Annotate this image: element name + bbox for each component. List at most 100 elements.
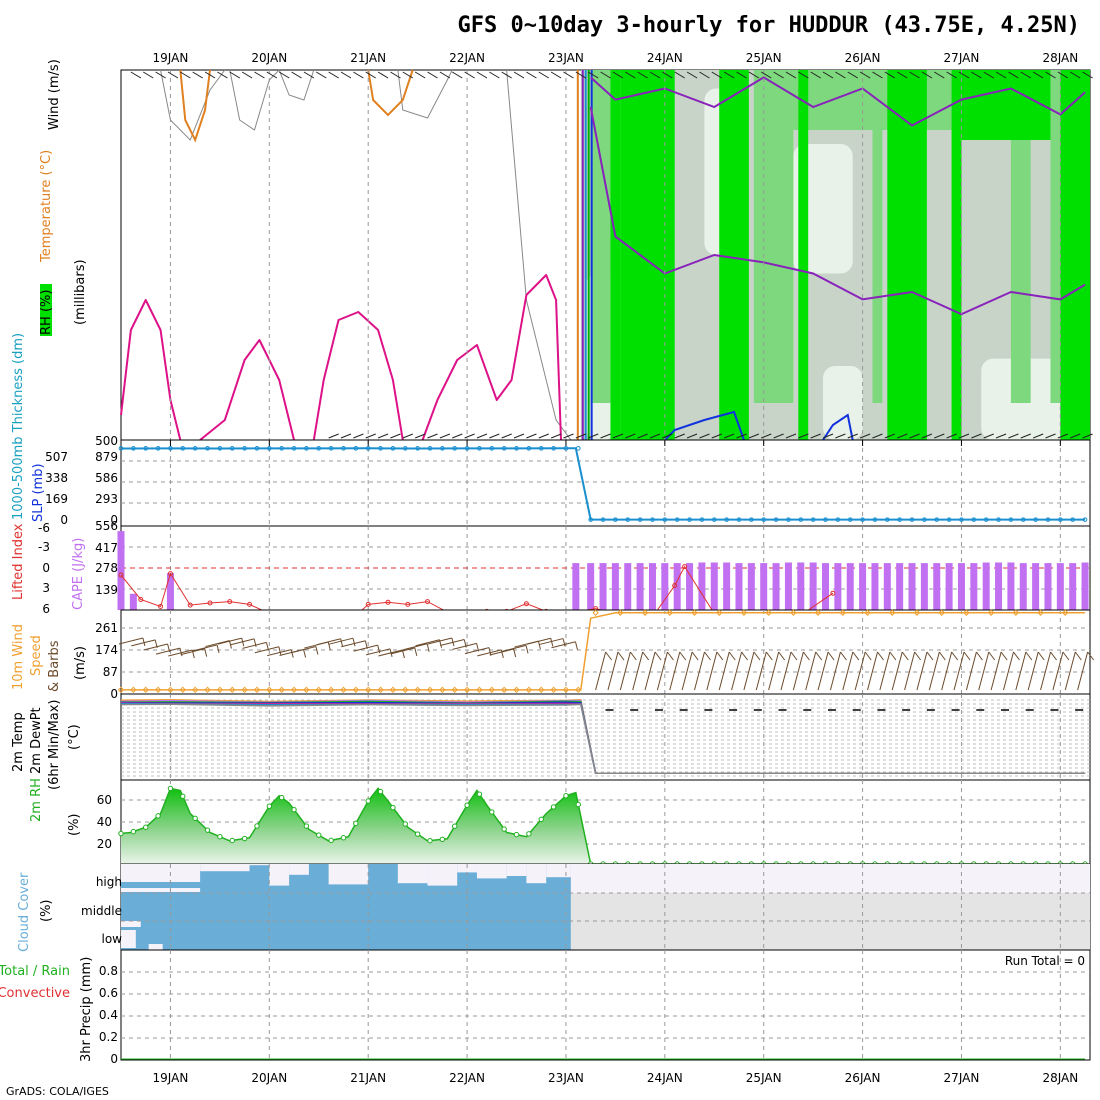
wind-barb-flag <box>988 651 996 661</box>
thickness-point <box>1045 517 1051 522</box>
upper-wind-barb <box>748 433 760 439</box>
p3-ylabel-li: Lifted Index <box>11 523 26 600</box>
upper-wind-barb <box>1082 71 1093 79</box>
thickness-point <box>415 446 420 451</box>
wind-barb-flag <box>605 651 613 661</box>
thickness-point <box>588 517 593 522</box>
lifted-index-point <box>682 564 688 570</box>
wind-speed-point <box>414 686 421 694</box>
upper-wind-barb <box>748 71 760 79</box>
wind-barb <box>1064 651 1076 691</box>
rh-point <box>180 793 186 799</box>
wind-barb-flag <box>1000 651 1008 661</box>
rh-point <box>402 821 408 827</box>
thickness-point <box>613 517 618 522</box>
thickness-point <box>440 446 445 451</box>
wind-barb <box>328 637 354 645</box>
wind-speed-point <box>389 686 397 694</box>
x-tick-label-top: 21JAN <box>350 51 386 65</box>
panel-cape-li: -6 -3 0 3 6 556 417 278 139 Lifted Index… <box>11 519 1091 616</box>
p8-gridlines <box>121 950 1090 1060</box>
upper-wind-barb <box>699 71 710 79</box>
p8-ytick: 0.4 <box>99 1008 118 1022</box>
thickness-point <box>304 446 309 451</box>
upper-wind-barb <box>958 433 970 439</box>
x-tick-label-bottom: 27JAN <box>944 1071 980 1085</box>
temperature-contour-orange <box>367 69 414 117</box>
upper-wind-barb <box>896 71 908 79</box>
wind-barb <box>452 642 477 650</box>
thickness-point <box>452 446 458 451</box>
cape-bar <box>698 562 706 610</box>
upper-wind-barb <box>847 71 859 79</box>
wind-barb <box>842 651 854 691</box>
wind-speed-point <box>241 686 248 694</box>
thickness-point <box>477 446 482 451</box>
rh-band-green <box>798 70 809 440</box>
upper-wind-barb <box>254 71 265 79</box>
thickness-point <box>996 517 1001 522</box>
upper-wind-barb <box>1008 433 1019 439</box>
wind-speed-point <box>716 609 723 616</box>
wind-barb-flag <box>303 649 307 658</box>
p7-ytick-middle: middle <box>81 904 122 918</box>
thickness-point <box>390 446 396 451</box>
cape-bar <box>572 563 580 610</box>
wind-speed-point <box>303 686 310 694</box>
thickness-point <box>501 446 507 451</box>
panel-2m-rh: 60 40 20 2m RH (%) <box>29 778 1091 867</box>
rh-band-green <box>887 70 927 440</box>
thickness-point <box>143 446 149 451</box>
upper-wind-barb <box>340 433 352 439</box>
x-tick-label-top: 19JAN <box>153 51 189 65</box>
wind-barb <box>904 651 916 691</box>
wind-barb <box>706 651 718 691</box>
upper-wind-barb <box>587 71 599 79</box>
thickness-point <box>1058 517 1063 522</box>
wind-speed-point <box>216 686 224 694</box>
thickness-point <box>835 517 841 522</box>
wind-barb <box>768 651 780 691</box>
upper-wind-barb <box>291 71 302 79</box>
x-tick-label-bottom: 19JAN <box>153 1071 189 1085</box>
surface-wind-barbs <box>118 637 1095 691</box>
p8-ytick: 0.8 <box>99 964 118 978</box>
p8-ylabel-precip: 3hr Precip (mm) <box>79 957 94 1062</box>
x-tick-label-top: 26JAN <box>845 51 881 65</box>
temperature-contours <box>120 69 1086 441</box>
thickness-point <box>983 517 989 522</box>
wind-barb <box>656 651 668 691</box>
p5-gridlines <box>121 694 1090 780</box>
wind-barb <box>131 639 156 647</box>
p7-ytick-high: high <box>96 875 122 889</box>
upper-wind-barb <box>798 433 809 439</box>
wind-barb-flag <box>1074 651 1082 661</box>
wind-speed-point <box>790 609 797 616</box>
wind-barb <box>353 644 378 652</box>
p8-ytick: 0 <box>110 1052 118 1066</box>
rh-point <box>439 836 446 843</box>
upper-wind-barb <box>588 433 599 439</box>
upper-wind-barb <box>1045 71 1056 79</box>
p7-ytick-low: low <box>102 932 123 946</box>
rh-point <box>118 830 124 837</box>
temperature-contour-orange <box>179 69 211 143</box>
thickness-point <box>217 446 223 451</box>
upper-wind-barb <box>934 433 945 439</box>
temperature-contour-purple <box>590 76 1086 127</box>
upper-wind-barb <box>192 71 203 79</box>
wind-barb <box>1052 651 1064 691</box>
wind-speed-point <box>691 609 698 616</box>
rh-point <box>489 809 495 815</box>
cape-bar <box>1056 563 1064 610</box>
wind-speed-point <box>963 609 970 616</box>
upper-wind-barb <box>761 433 772 439</box>
rh-point <box>217 834 223 840</box>
wind-speed-point <box>617 609 624 616</box>
upper-wind-barb <box>402 71 414 79</box>
rh-point <box>526 831 532 837</box>
thickness-point <box>1008 517 1014 522</box>
wind-speed-point <box>666 609 673 616</box>
cape-bar <box>624 563 632 610</box>
rh-point <box>278 794 285 801</box>
